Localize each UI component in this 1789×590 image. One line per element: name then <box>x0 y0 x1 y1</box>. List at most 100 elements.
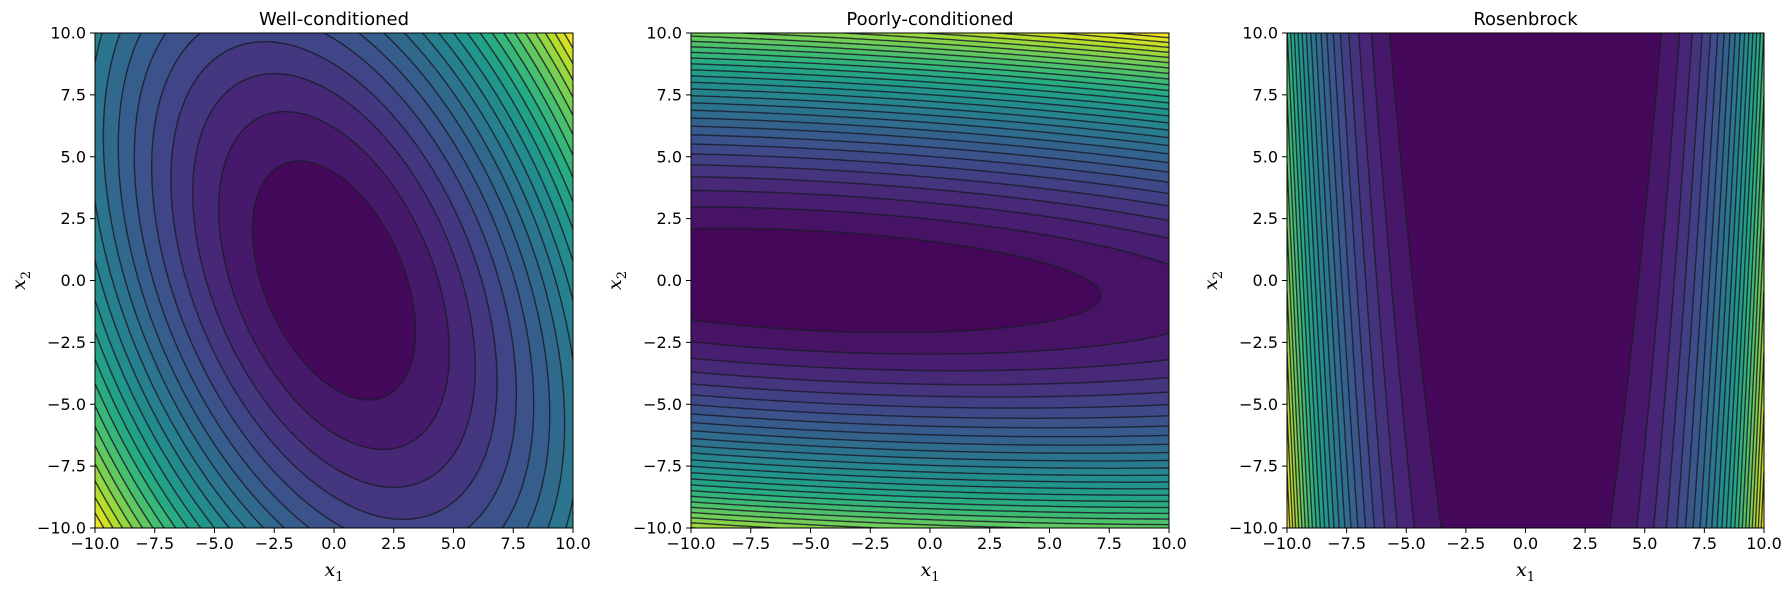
contour-line <box>218 110 450 451</box>
contour-line <box>691 189 1169 372</box>
contour-line <box>691 51 1169 515</box>
x-tick-label: −7.5 <box>1327 534 1366 553</box>
contour-line <box>1305 33 1746 528</box>
y-tick-label: 10.0 <box>50 24 86 43</box>
x-tick-label: 7.5 <box>1097 534 1122 553</box>
contour-line <box>1287 33 1764 528</box>
contour-line <box>95 33 573 528</box>
contour-line <box>1058 33 1169 44</box>
contour-line <box>691 153 1169 409</box>
y-tick-label: 7.5 <box>61 85 86 104</box>
x-tick-label: 2.5 <box>1572 534 1597 553</box>
x-tick-label: −2.5 <box>1446 534 1485 553</box>
panel-title: Well-conditioned <box>259 9 409 30</box>
contour-line <box>1301 33 1750 528</box>
x-tick-label: 5.0 <box>1632 534 1657 553</box>
y-tick-label: 5.0 <box>1253 147 1278 166</box>
contour-line <box>1290 33 1761 528</box>
y-tick-label: 2.5 <box>1253 209 1278 228</box>
y-tick-label: −5.0 <box>643 395 682 414</box>
contour-line <box>691 81 1169 483</box>
x-tick-label: −2.5 <box>851 534 890 553</box>
contour-line <box>95 33 573 528</box>
y-tick-label: 7.5 <box>1253 85 1278 104</box>
contour-line <box>1287 290 1764 528</box>
contour-line <box>1389 33 1662 528</box>
contour-line <box>691 88 1169 477</box>
contour-line <box>691 206 1169 355</box>
contour-line <box>691 164 1169 398</box>
contour-line <box>691 95 1169 469</box>
contour-line <box>251 160 417 401</box>
y-tick-label: −2.5 <box>47 333 86 352</box>
contour-line <box>1310 33 1741 528</box>
contour-line <box>1348 33 1703 528</box>
contour-line <box>95 33 573 528</box>
contour-line <box>102 33 566 528</box>
contour-fill <box>1287 33 1764 528</box>
y-tick-label: −7.5 <box>47 457 86 476</box>
y-tick-label: −2.5 <box>1239 333 1278 352</box>
contour-line <box>691 134 1169 429</box>
x-tick-label: 0.0 <box>1513 534 1538 553</box>
panel-title: Poorly-conditioned <box>846 9 1013 30</box>
contour-line <box>1358 33 1693 528</box>
x-tick-label: 10.0 <box>555 534 591 553</box>
x-tick-label: −7.5 <box>731 534 770 553</box>
contour-line <box>95 33 573 528</box>
contour-line <box>1287 412 1764 528</box>
contour-line <box>691 227 1102 334</box>
y-tick-label: −7.5 <box>1239 457 1278 476</box>
contour-line <box>1320 33 1731 528</box>
contour-lines <box>95 33 573 528</box>
y-tick-label: −5.0 <box>47 395 86 414</box>
x-tick-label: 2.5 <box>381 534 406 553</box>
contour-line <box>691 176 1169 386</box>
panel-1: −10.0 −7.5 −5.0 −2.5 0.0 2.5 5.0 7.5 10.0 −10.0 −7… <box>8 9 591 585</box>
contour-line <box>192 73 476 488</box>
x-tick-label: −7.5 <box>135 534 174 553</box>
y-tick-label: 10.0 <box>646 24 682 43</box>
y-tick-label: 2.5 <box>657 209 682 228</box>
y-axis-label: x2 <box>1200 271 1226 290</box>
contour-line <box>170 41 498 520</box>
y-tick-label: −10.0 <box>633 519 682 538</box>
contour-line <box>691 46 1169 520</box>
contour-line <box>1326 33 1725 528</box>
y-axis-label: x2 <box>8 271 34 290</box>
contour-line <box>1287 352 1764 528</box>
y-tick-label: 0.0 <box>61 271 86 290</box>
contour-line <box>95 33 573 528</box>
x-tick-label: −10.0 <box>666 534 715 553</box>
y-tick-label: 0.0 <box>1253 271 1278 290</box>
contour-line <box>691 102 1169 462</box>
x-tick-label: 7.5 <box>501 534 526 553</box>
contour-line <box>1339 33 1712 528</box>
y-tick-label: −10.0 <box>37 519 86 538</box>
y-tick-label: 10.0 <box>1242 24 1278 43</box>
y-tick-label: −2.5 <box>643 333 682 352</box>
contour-line <box>691 109 1169 454</box>
contour-line <box>1287 227 1764 528</box>
panel-2: −10.0 −7.5 −5.0 −2.5 0.0 2.5 5.0 7.5 10.0 −10.0 −7… <box>604 9 1187 585</box>
contour-line <box>151 33 517 528</box>
contour-line <box>691 40 1169 526</box>
contour-line <box>95 33 573 528</box>
x-tick-label: −10.0 <box>70 534 119 553</box>
contour-lines <box>1287 33 1764 528</box>
x-tick-label: 2.5 <box>977 534 1002 553</box>
contour-line <box>95 33 573 528</box>
contour-line <box>691 117 1169 446</box>
contour-line <box>1297 33 1754 528</box>
x-tick-label: −5.0 <box>1387 534 1426 553</box>
x-tick-label: 7.5 <box>1692 534 1717 553</box>
y-tick-label: 5.0 <box>657 147 682 166</box>
panel-title: Rosenbrock <box>1473 9 1578 30</box>
x-tick-label: 0.0 <box>917 534 942 553</box>
contour-line <box>95 33 573 528</box>
contour-line <box>691 63 1169 503</box>
contour-line <box>95 33 573 528</box>
contour-line <box>691 75 1169 490</box>
y-tick-label: −10.0 <box>1229 519 1278 538</box>
x-tick-label: 5.0 <box>1037 534 1062 553</box>
